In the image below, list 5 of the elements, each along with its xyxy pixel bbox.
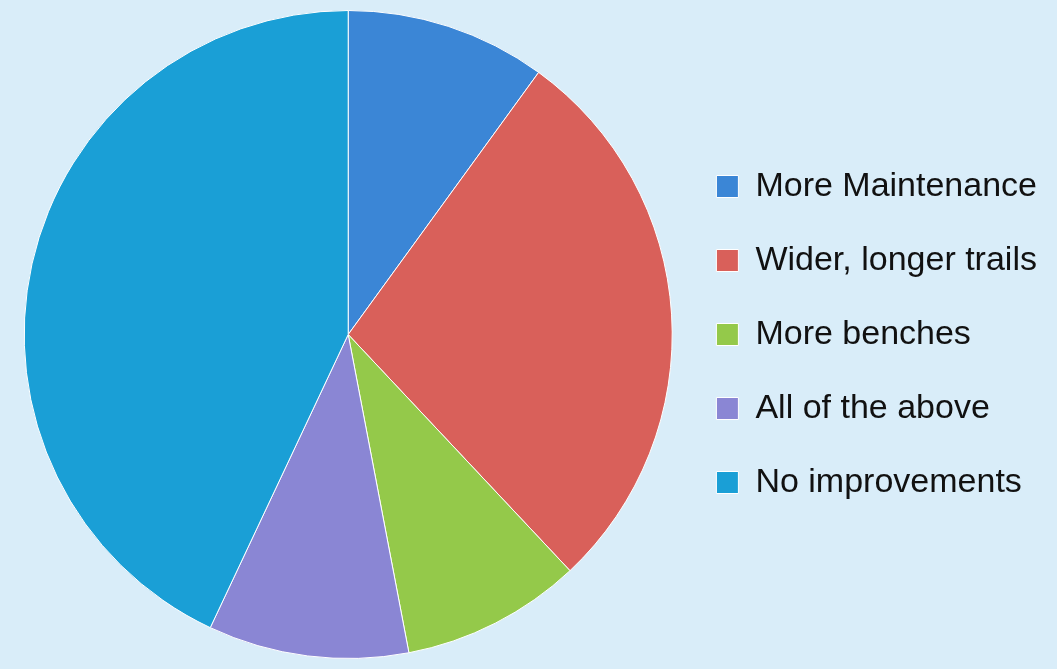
legend-label: More Maintenance: [755, 164, 1038, 203]
legend-label: More benches: [755, 312, 971, 351]
legend-label: Wider, longer trails: [755, 238, 1037, 277]
legend-label: No improvements: [755, 460, 1022, 499]
legend-label: All of the above: [755, 386, 990, 425]
